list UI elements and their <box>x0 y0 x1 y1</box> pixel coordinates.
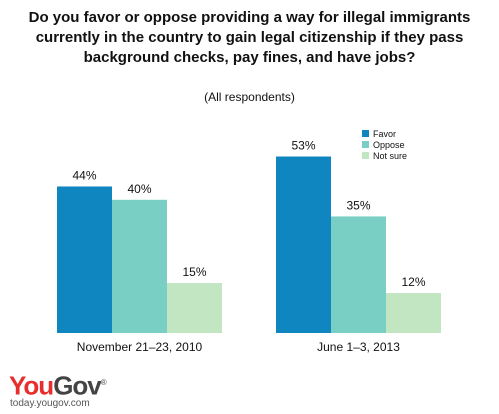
bar-oppose-1 <box>331 216 386 333</box>
yougov-url: today.yougov.com <box>10 398 90 409</box>
legend-item: Favor <box>362 128 407 139</box>
value-label: 53% <box>291 139 315 153</box>
bar-oppose-0 <box>112 199 167 333</box>
value-label-group: 44% 40% 15% 53% 35% 12% <box>72 139 425 290</box>
legend-swatch <box>362 130 369 137</box>
value-label: 40% <box>127 182 151 196</box>
value-label: 12% <box>401 275 425 289</box>
chart-title: Do you favor or oppose providing a way f… <box>28 9 471 66</box>
chart-subtitle: (All respondents) <box>204 90 295 104</box>
legend-swatch <box>362 152 369 159</box>
bar-group <box>57 156 441 333</box>
category-label: June 1–3, 2013 <box>317 340 400 354</box>
bar-favor-1 <box>276 156 331 333</box>
yougov-logo: YouGov® <box>9 370 107 401</box>
legend-label: Not sure <box>373 150 408 161</box>
value-label: 44% <box>72 168 96 182</box>
legend-label: Oppose <box>373 139 405 150</box>
value-label: 15% <box>182 265 206 279</box>
category-label-group: November 21–23, 2010 June 1–3, 2013 <box>77 340 400 354</box>
category-label: November 21–23, 2010 <box>77 340 203 354</box>
bar-favor-0 <box>57 186 112 333</box>
legend-item: Not sure <box>362 150 407 161</box>
legend-swatch <box>362 141 369 148</box>
value-label: 35% <box>346 198 370 212</box>
legend-label: Favor <box>373 128 397 139</box>
bar-not-sure-1 <box>386 293 441 333</box>
bar-not-sure-0 <box>167 283 222 333</box>
legend-item: Oppose <box>362 139 407 150</box>
chart-legend: Favor Oppose Not sure <box>362 128 407 161</box>
